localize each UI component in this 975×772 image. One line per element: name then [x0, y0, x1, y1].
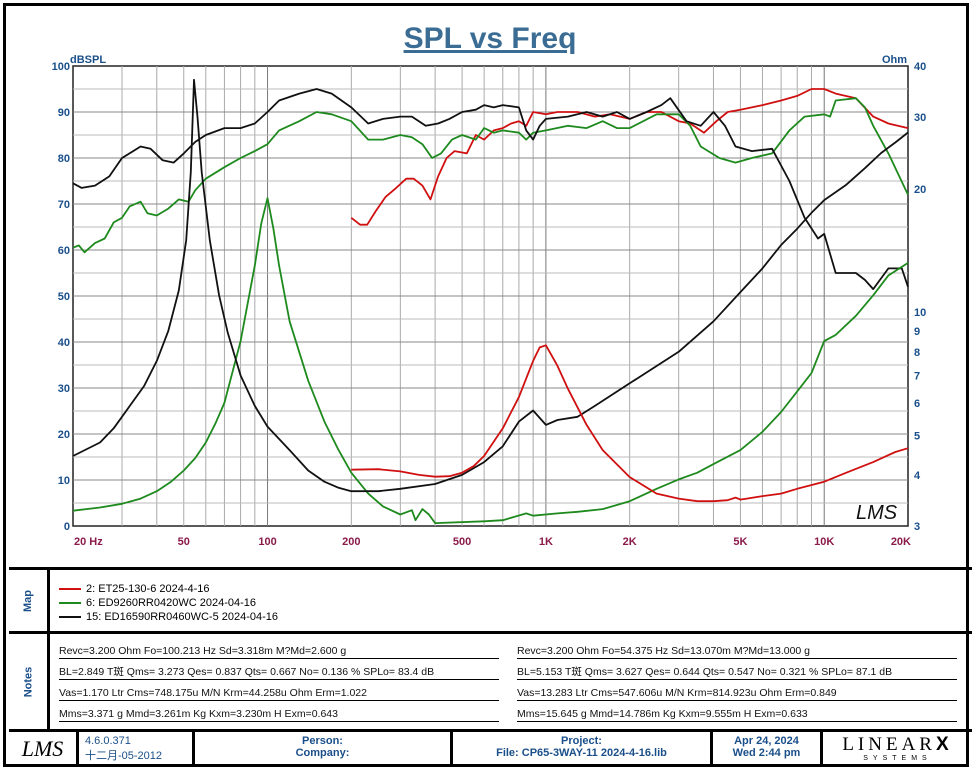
date-text: Apr 24, 2024	[734, 735, 799, 747]
x-tick-label: 100	[258, 536, 276, 548]
x-tick-label: 200	[342, 536, 360, 548]
y-tick-label-right: 30	[914, 112, 926, 124]
legend-swatch	[59, 588, 81, 590]
footer-project-cell: Project: File: CP65-3WAY-11 2024-4-16.li…	[453, 732, 713, 764]
legend-entry: 2: ET25-130-6 2024-4-16	[59, 583, 210, 595]
version-text: 4.6.0.371	[85, 735, 131, 747]
brand-name: LINEARX	[842, 734, 953, 755]
notes-side-label: Notes	[9, 634, 50, 729]
y-tick-label-left: 30	[58, 383, 70, 395]
y-tick-label-right: 3	[914, 521, 920, 533]
legend-label: 6: ED9260RR0420WC 2024-04-16	[86, 597, 256, 609]
note-right-1: Revc=3.200 Ohm Fo=54.375 Hz Sd=13.070m M…	[517, 645, 957, 659]
y-axis-label-left: dBSPL	[70, 54, 106, 66]
y-tick-label-left: 90	[58, 107, 70, 119]
footer-date-cell: Apr 24, 2024 Wed 2:44 pm	[713, 732, 823, 764]
footer-person-cell: Person: Company:	[195, 732, 453, 764]
series-line-2-spl	[72, 88, 909, 291]
company-label: Company:	[295, 747, 350, 759]
legend-entry: 15: ED16590RR0460WC-5 2024-04-16	[59, 611, 278, 623]
legend-swatch	[59, 602, 81, 604]
series-line-1-spl	[72, 97, 909, 254]
lms-watermark: LMS	[856, 502, 898, 524]
x-tick-label: 500	[453, 536, 471, 548]
note-right-2: BL=5.153 T斑 Qms= 3.627 Qes= 0.644 Qts= 0…	[517, 666, 957, 680]
chart-grid	[72, 65, 909, 527]
file-label: File: CP65-3WAY-11 2024-4-16.lib	[496, 747, 667, 759]
y-tick-label-left: 60	[58, 245, 70, 257]
x-tick-label: 50	[178, 536, 190, 548]
y-tick-label-left: 80	[58, 153, 70, 165]
series-line-0-spl	[350, 88, 909, 226]
note-left-1: Revc=3.200 Ohm Fo=100.213 Hz Sd=3.318m M…	[59, 645, 499, 659]
y-tick-label-left: 20	[58, 429, 70, 441]
y-tick-label-right: 5	[914, 430, 920, 442]
y-tick-label-left: 0	[64, 521, 70, 533]
note-right-4: Mms=15.645 g Mmd=14.786m Kg Kxm=9.555m H…	[517, 708, 957, 722]
y-tick-label-left: 10	[58, 475, 70, 487]
legend-entry: 6: ED9260RR0420WC 2024-04-16	[59, 597, 256, 609]
spl-impedance-chart: SPL vs Freq dBSPL Ohm 20 Hz 50 100 200 500 1K…	[52, 22, 927, 548]
y-tick-label-right: 8	[914, 347, 920, 359]
y-tick-label-left: 40	[58, 337, 70, 349]
series-line-4-impedance	[72, 78, 909, 493]
x-tick-label: 20K	[891, 536, 911, 548]
footer-brand-cell: LINEARX SYSTEMS	[823, 732, 972, 764]
y-tick-label-right: 20	[914, 184, 926, 196]
x-tick-label: 10K	[814, 536, 834, 548]
note-left-2: BL=2.849 T斑 Qms= 3.273 Qes= 0.837 Qts= 0…	[59, 666, 499, 680]
legend-label: 15: ED16590RR0460WC-5 2024-04-16	[86, 611, 279, 623]
footer-version-cell: 4.6.0.371 十二月-05-2012	[79, 732, 195, 764]
series-line-5-impedance	[351, 344, 909, 503]
note-right-3: Vas=13.283 Ltr Cms=547.606u M/N Krm=814.…	[517, 687, 957, 701]
window-frame: SPL vs Freq dBSPL Ohm 20 Hz 50 100 200 500 1K…	[3, 3, 972, 767]
footer-logo-cell: LMS	[9, 732, 79, 764]
y-tick-label-right: 40	[914, 61, 926, 73]
y-tick-label-right: 7	[914, 371, 920, 383]
y-tick-label-left: 70	[58, 199, 70, 211]
y-tick-label-left: 50	[58, 291, 70, 303]
chart-curves	[72, 78, 909, 524]
series-line-3-impedance	[72, 197, 909, 524]
build-date-text: 十二月-05-2012	[85, 750, 163, 762]
legend-swatch	[59, 616, 81, 618]
y-tick-label-right: 10	[914, 307, 926, 319]
y-tick-label-right: 6	[914, 398, 920, 410]
y-tick-label-right: 9	[914, 326, 920, 338]
y-axis-label-right: Ohm	[882, 54, 907, 66]
project-label: Project:	[561, 735, 602, 747]
chart-title: SPL vs Freq	[404, 22, 577, 55]
x-tick-label: 20 Hz	[74, 536, 103, 548]
x-tick-label: 1K	[539, 536, 553, 548]
notes-section: Notes Revc=3.200 Ohm Fo=100.213 Hz Sd=3.…	[9, 631, 972, 729]
map-section: Map 2: ET25-130-6 2024-4-16 6: ED9260RR04…	[9, 567, 972, 631]
y-tick-label-left: 100	[52, 61, 70, 73]
x-tick-label: 2K	[623, 536, 637, 548]
time-text: Wed 2:44 pm	[732, 747, 801, 759]
lms-logo: LMS	[21, 736, 64, 761]
chart-tick-labels: 20 Hz 50 100 200 500 1K 2K 5K 10K 20K 0 10 20 30 40 50 6…	[52, 61, 927, 548]
footer: LMS 4.6.0.371 十二月-05-2012 Person: Compan…	[9, 729, 972, 764]
map-side-label: Map	[9, 570, 50, 631]
y-tick-label-right: 4	[914, 470, 921, 482]
brand-subtitle: SYSTEMS	[863, 755, 932, 762]
legend-label: 2: ET25-130-6 2024-4-16	[86, 583, 210, 595]
note-left-3: Vas=1.170 Ltr Cms=748.175u M/N Krm=44.25…	[59, 687, 499, 701]
person-label: Person:	[302, 735, 343, 747]
note-left-4: Mms=3.371 g Mmd=3.261m Kg Kxm=3.230m H E…	[59, 708, 499, 722]
x-tick-label: 5K	[733, 536, 747, 548]
